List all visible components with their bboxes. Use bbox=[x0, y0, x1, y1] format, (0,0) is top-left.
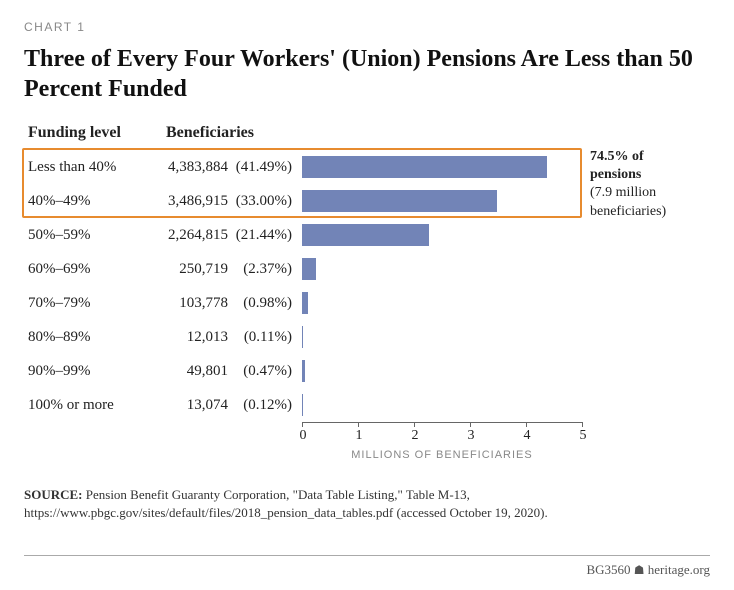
row-category: 40%–49% bbox=[28, 193, 146, 210]
x-axis-tick: 1 bbox=[358, 422, 359, 427]
heritage-bell-icon: ☗ bbox=[634, 563, 645, 577]
bar-zone bbox=[302, 354, 582, 388]
bar bbox=[302, 394, 303, 416]
chart-title: Three of Every Four Workers' (Union) Pen… bbox=[24, 44, 710, 104]
row-count: 12,013 bbox=[146, 329, 228, 346]
table-row: 60%–69%250,719(2.37%) bbox=[28, 252, 710, 286]
row-category: 90%–99% bbox=[28, 363, 146, 380]
chart-number-label: CHART 1 bbox=[24, 20, 710, 34]
bar-zone bbox=[302, 218, 582, 252]
table-row: 50%–59%2,264,815(21.44%) bbox=[28, 218, 710, 252]
tick-label: 1 bbox=[352, 428, 366, 444]
x-axis-tick: 0 bbox=[302, 422, 303, 427]
row-percent: (41.49%) bbox=[228, 159, 298, 176]
row-count: 4,383,884 bbox=[146, 159, 228, 176]
bar bbox=[302, 292, 308, 314]
bar bbox=[302, 258, 316, 280]
row-category: 80%–89% bbox=[28, 329, 146, 346]
row-category: Less than 40% bbox=[28, 159, 146, 176]
x-axis-tick: 4 bbox=[526, 422, 527, 427]
table-row: 100% or more13,074(0.12%) bbox=[28, 388, 710, 422]
annotation-bold-line2: pensions bbox=[590, 167, 641, 182]
bar-zone bbox=[302, 320, 582, 354]
row-count: 2,264,815 bbox=[146, 227, 228, 244]
annotation-bold-line1: 74.5% of bbox=[590, 149, 644, 164]
footer-doc-id: BG3560 bbox=[586, 562, 630, 577]
row-percent: (0.98%) bbox=[228, 295, 298, 312]
bar-zone bbox=[302, 286, 582, 320]
bar bbox=[302, 190, 497, 212]
bar bbox=[302, 156, 547, 178]
table-row: 70%–79%103,778(0.98%) bbox=[28, 286, 710, 320]
row-count: 250,719 bbox=[146, 261, 228, 278]
x-axis: MILLIONS OF BENEFICIARIES 0 1 2 3 4 5 bbox=[302, 422, 582, 462]
bar-zone bbox=[302, 388, 582, 422]
x-axis-tick: 2 bbox=[414, 422, 415, 427]
row-category: 70%–79% bbox=[28, 295, 146, 312]
row-category: 50%–59% bbox=[28, 227, 146, 244]
tick-label: 0 bbox=[296, 428, 310, 444]
row-percent: (21.44%) bbox=[228, 227, 298, 244]
row-count: 3,486,915 bbox=[146, 193, 228, 210]
tick-label: 4 bbox=[520, 428, 534, 444]
x-axis-tick: 5 bbox=[582, 422, 583, 427]
footer: BG3560 ☗ heritage.org bbox=[24, 555, 710, 578]
tick-label: 3 bbox=[464, 428, 478, 444]
table-row: 90%–99%49,801(0.47%) bbox=[28, 354, 710, 388]
row-percent: (0.11%) bbox=[228, 329, 298, 346]
column-headers: Funding level Beneficiaries bbox=[28, 124, 710, 142]
bar bbox=[302, 224, 429, 246]
bar-zone bbox=[302, 252, 582, 286]
source-text: Pension Benefit Guaranty Corporation, "D… bbox=[24, 487, 548, 520]
row-count: 13,074 bbox=[146, 397, 228, 414]
row-count: 49,801 bbox=[146, 363, 228, 380]
bar bbox=[302, 360, 305, 382]
bar-zone bbox=[302, 184, 582, 218]
row-percent: (0.12%) bbox=[228, 397, 298, 414]
row-category: 60%–69% bbox=[28, 261, 146, 278]
source-label: SOURCE: bbox=[24, 487, 83, 502]
source-citation: SOURCE: Pension Benefit Guaranty Corpora… bbox=[24, 486, 710, 522]
row-category: 100% or more bbox=[28, 397, 146, 414]
header-funding-level: Funding level bbox=[28, 124, 146, 142]
annotation-detail: (7.9 million beneficiaries) bbox=[590, 185, 666, 218]
header-beneficiaries: Beneficiaries bbox=[146, 124, 296, 142]
row-percent: (33.00%) bbox=[228, 193, 298, 210]
highlight-annotation: 74.5% of pensions (7.9 million beneficia… bbox=[590, 148, 700, 221]
x-axis-tick: 3 bbox=[470, 422, 471, 427]
row-count: 103,778 bbox=[146, 295, 228, 312]
row-percent: (0.47%) bbox=[228, 363, 298, 380]
data-rows: 74.5% of pensions (7.9 million beneficia… bbox=[28, 150, 710, 422]
chart-area: Funding level Beneficiaries 74.5% of pen… bbox=[28, 124, 710, 462]
x-axis-title: MILLIONS OF BENEFICIARIES bbox=[302, 449, 582, 461]
table-row: 80%–89%12,013(0.11%) bbox=[28, 320, 710, 354]
row-percent: (2.37%) bbox=[228, 261, 298, 278]
tick-label: 5 bbox=[576, 428, 590, 444]
bar-zone bbox=[302, 150, 582, 184]
bar bbox=[302, 326, 303, 348]
tick-label: 2 bbox=[408, 428, 422, 444]
footer-site: heritage.org bbox=[648, 562, 710, 577]
